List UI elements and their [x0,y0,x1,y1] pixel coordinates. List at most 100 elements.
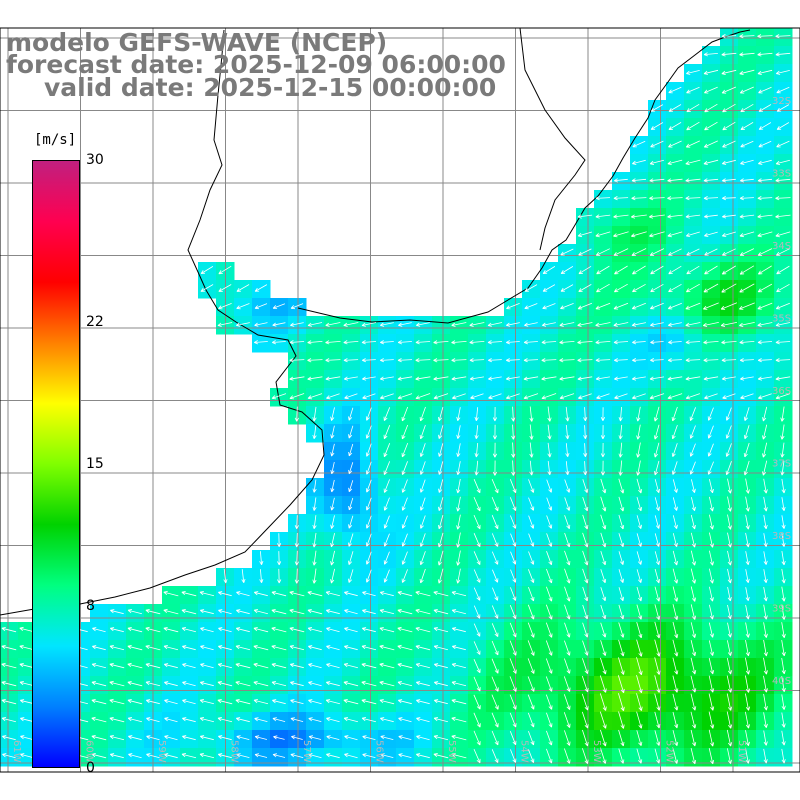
wind-arrow [564,604,571,620]
wind-speed-cell [18,730,37,749]
wind-speed-cell [702,460,721,479]
wind-speed-cell [396,532,415,551]
wind-speed-cell [594,334,613,353]
wind-arrow [636,711,643,729]
wind-arrow [163,608,179,615]
wind-arrow [312,479,317,493]
wind-arrow [365,461,372,475]
wind-arrow [307,591,323,597]
wind-arrow [236,284,250,292]
wind-speed-cell [684,388,703,407]
wind-speed-cell [630,334,649,353]
wind-speed-cell [378,712,397,731]
wind-arrow [383,497,390,511]
wind-arrow [636,424,641,440]
wind-speed-cell [684,208,703,227]
wind-arrow [397,340,412,345]
wind-arrow [325,358,341,363]
wind-arrow [492,460,498,476]
wind-arrow [253,699,269,705]
wind-arrow [545,694,553,710]
wind-arrow [491,676,499,692]
map-frame [0,27,800,773]
wind-speed-cell [756,64,775,83]
wind-speed-cell [648,460,667,479]
wind-speed-cell [198,586,217,605]
wind-speed-cell [666,82,685,101]
wind-speed-cell [162,604,181,623]
wind-arrow [91,735,107,741]
wind-arrow [438,497,444,511]
wind-arrow [438,425,444,439]
wind-speed-cell [558,334,577,353]
wind-arrow [217,681,233,687]
wind-speed-cell [468,352,487,371]
wind-speed-cell [126,658,145,677]
wind-speed-cell [756,424,775,443]
wind-arrow [781,604,786,620]
wind-arrow [703,178,719,183]
wind-arrow [577,322,593,327]
wind-speed-cell [378,622,397,641]
wind-speed-cell [396,334,415,353]
wind-speed-cell [306,334,325,353]
wind-arrow [745,711,750,729]
wind-speed-cell [756,82,775,101]
wind-speed-cell [432,532,451,551]
wind-speed-cell [540,388,559,407]
wind-speed-cell [684,298,703,317]
wind-speed-cell [288,640,307,659]
wind-arrow [671,424,678,440]
wind-arrow [415,393,431,400]
wind-speed-cell [306,478,325,497]
wind-arrow [343,376,358,381]
wind-speed-cell [756,298,775,317]
wind-speed-cell [468,370,487,389]
wind-arrow [271,340,286,345]
wind-speed-cell [756,172,775,191]
wind-arrow [707,425,714,439]
wind-arrow [740,376,754,381]
wind-speed-cell [396,478,415,497]
wind-speed-cell [234,730,253,749]
wind-arrow [632,340,646,345]
wind-speed-cell [648,316,667,335]
wind-speed-cell [630,370,649,389]
wind-speed-cell [774,154,793,173]
wind-arrow [613,283,628,293]
wind-arrow [775,214,791,219]
wind-arrow [721,376,736,381]
wind-arrow [672,748,679,764]
wind-speed-cell [522,316,541,335]
wind-arrow [510,533,517,547]
wind-arrow [127,609,143,615]
wind-speed-cell [540,316,559,335]
wind-arrow [739,214,755,219]
wind-arrow [599,693,607,711]
wind-arrow [600,657,607,675]
wind-arrow [763,712,768,728]
wind-arrow [564,586,571,602]
wind-arrow [182,663,196,669]
wind-speed-cell [324,586,343,605]
latitude-label: 40S [772,676,791,687]
wind-arrow [510,515,517,529]
wind-arrow [290,303,304,310]
wind-speed-cell [378,460,397,479]
wind-speed-cell [450,352,469,371]
wind-arrow [600,425,606,440]
latitude-label: 34S [772,241,791,252]
wind-speed-cell [540,280,559,299]
wind-arrow [438,461,444,475]
wind-arrow [671,461,678,475]
wind-arrow [271,681,287,687]
wind-arrow [739,322,755,327]
wind-speed-cell [504,316,523,335]
wind-arrow [19,663,35,669]
wind-speed-cell [684,64,703,83]
wind-arrow [672,693,679,711]
wind-arrow [690,514,696,530]
wind-arrow [613,340,629,345]
wind-arrow [379,322,394,327]
wind-speed-cell [630,298,649,317]
